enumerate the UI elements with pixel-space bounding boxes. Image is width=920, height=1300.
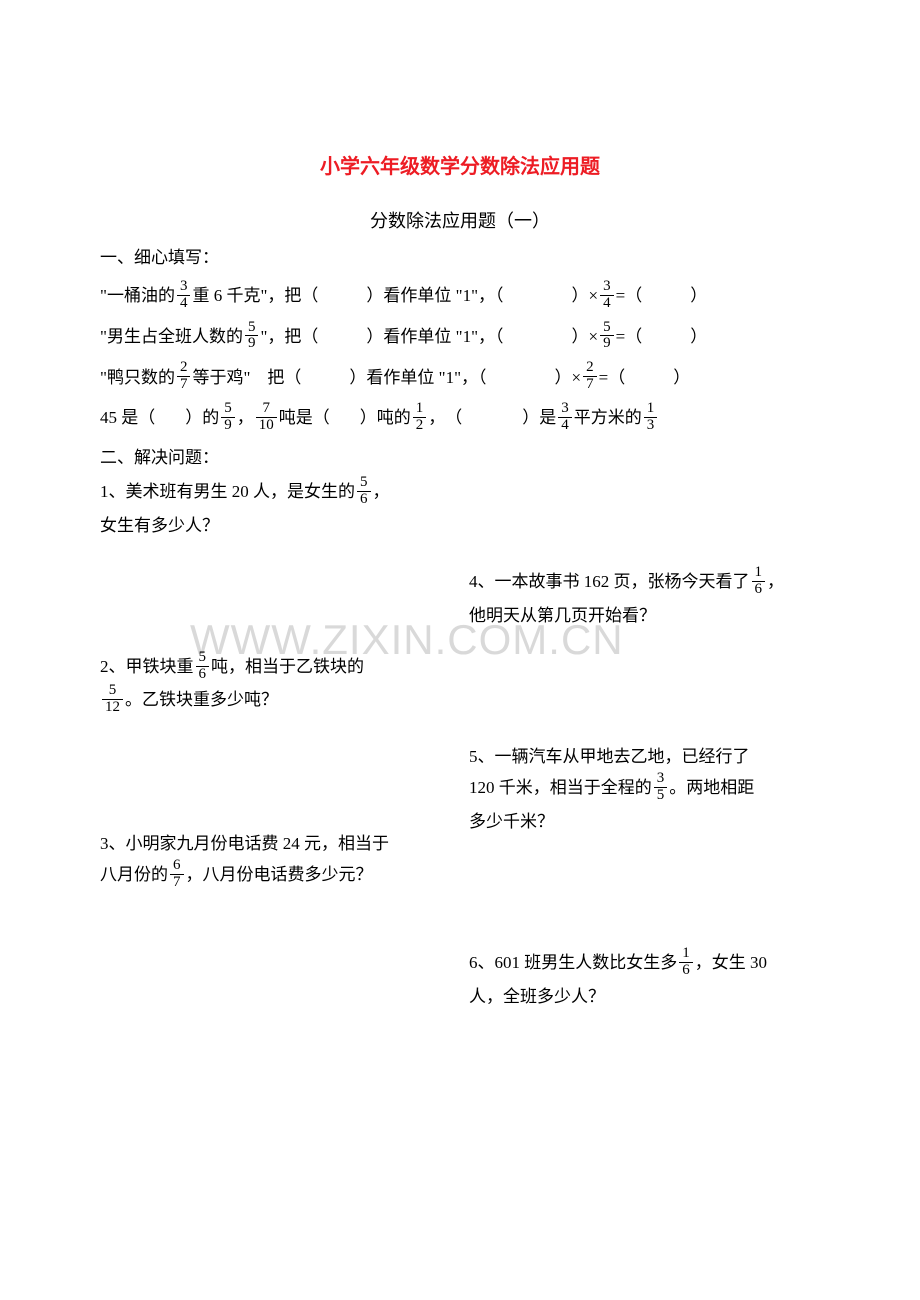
- text: =（: [616, 327, 643, 346]
- text: ）看作单位 "1"，（: [366, 286, 503, 305]
- text: 吨，相当于乙铁块的: [211, 657, 364, 676]
- fraction: 27: [583, 360, 597, 393]
- section1-heading: 一、细心填写：: [100, 243, 820, 268]
- problem: 4、一本故事书 162 页，张杨今天看了16， 他明天从第几页开始看？: [469, 566, 820, 631]
- text: 多少千米？: [469, 806, 820, 837]
- fill-line-3: "鸭只数的27等于鸡" 把（）看作单位 "1"，（）×27=（）: [100, 358, 820, 399]
- text: ）: [690, 327, 707, 346]
- problems-container: 1、美术班有男生 20 人，是女生的56，女生有多少人？2、甲铁块重56吨，相当…: [100, 476, 820, 1012]
- problem: 2、甲铁块重56吨，相当于乙铁块的 512。乙铁块重多少吨？: [100, 651, 451, 718]
- text: 。乙铁块重多少吨？: [125, 690, 278, 709]
- text: ）看作单位 "1"，（: [366, 327, 503, 346]
- text: ）: [690, 286, 707, 305]
- fraction: 59: [600, 320, 614, 353]
- text: =（: [599, 368, 626, 387]
- fraction: 27: [177, 360, 191, 393]
- fill-line-4: 45 是（ ）的59，710吨是（ ）吨的12， （ ）是34平方米的13: [100, 398, 820, 439]
- fraction: 59: [245, 320, 259, 353]
- text: 5、一辆汽车从甲地去乙地，已经行了: [469, 747, 750, 766]
- fraction: 34: [600, 279, 614, 312]
- fraction: 12: [413, 401, 427, 434]
- text: ， （: [428, 408, 462, 427]
- text: 等于鸡" 把（: [192, 368, 301, 387]
- fraction: 56: [357, 475, 371, 508]
- document-title: 小学六年级数学分数除法应用题: [100, 150, 820, 179]
- fraction: 34: [558, 401, 572, 434]
- text: 120 千米，相当于全程的: [469, 778, 652, 797]
- problem: 5、一辆汽车从甲地去乙地，已经行了 120 千米，相当于全程的35。两地相距多少千…: [469, 741, 820, 837]
- text: 人，全班多少人？: [469, 981, 820, 1012]
- fraction: 13: [644, 401, 658, 434]
- problem: 6、601 班男生人数比女生多16，女生 30 人，全班多少人？: [469, 947, 820, 1012]
- text: 他明天从第几页开始看？: [469, 600, 820, 631]
- problem: 1、美术班有男生 20 人，是女生的56， 女生有多少人？: [100, 476, 451, 541]
- text: ，: [373, 482, 390, 501]
- fraction: 67: [170, 858, 184, 891]
- text: 吨是（: [279, 408, 330, 427]
- text: "男生占全班人数的: [100, 327, 243, 346]
- text: 。两地相距: [669, 778, 754, 797]
- text: 重 6 千克"，把（: [192, 286, 318, 305]
- text: 女生有多少人？: [100, 510, 451, 541]
- text: ，八月份电话费多少元？: [186, 865, 373, 884]
- text: 八月份的: [100, 865, 168, 884]
- text: =（: [616, 286, 643, 305]
- fraction: 710: [256, 401, 277, 434]
- text: 45 是（: [100, 408, 155, 427]
- text: 1、美术班有男生 20 人，是女生的: [100, 482, 355, 501]
- section2-heading: 二、解决问题：: [100, 443, 820, 468]
- fraction: 512: [102, 683, 123, 716]
- text: ）吨的: [360, 408, 411, 427]
- fraction: 34: [177, 279, 191, 312]
- text: ，: [237, 408, 254, 427]
- fraction: 16: [679, 946, 693, 979]
- text: ）的: [185, 408, 219, 427]
- fraction: 16: [752, 565, 766, 598]
- fill-line-1: "一桶油的34重 6 千克"，把（）看作单位 "1"，（）×34=（）: [100, 276, 820, 317]
- text: ）×: [572, 286, 599, 305]
- text: ）: [673, 368, 690, 387]
- text: ）看作单位 "1"，（: [349, 368, 486, 387]
- text: ）×: [555, 368, 582, 387]
- fraction: 35: [654, 771, 668, 804]
- text: "一桶油的: [100, 286, 175, 305]
- text: ）×: [572, 327, 599, 346]
- document-content: 小学六年级数学分数除法应用题 分数除法应用题（一） 一、细心填写： "一桶油的3…: [100, 150, 820, 1012]
- left-column: 1、美术班有男生 20 人，是女生的56，女生有多少人？2、甲铁块重56吨，相当…: [100, 476, 451, 1012]
- text: "鸭只数的: [100, 368, 175, 387]
- text: ）是: [522, 408, 556, 427]
- problem: 3、小明家九月份电话费 24 元，相当于八月份的67，八月份电话费多少元？: [100, 828, 451, 893]
- text: "，把（: [260, 327, 318, 346]
- text: 2、甲铁块重: [100, 657, 194, 676]
- text: ，: [767, 572, 784, 591]
- fill-line-2: "男生占全班人数的59"，把（）看作单位 "1"，（）×59=（）: [100, 317, 820, 358]
- document-subtitle: 分数除法应用题（一）: [100, 207, 820, 233]
- fraction: 56: [196, 650, 210, 683]
- text: 4、一本故事书 162 页，张杨今天看了: [469, 572, 750, 591]
- text: 平方米的: [574, 408, 642, 427]
- fraction: 59: [221, 401, 235, 434]
- right-column: 4、一本故事书 162 页，张杨今天看了16，他明天从第几页开始看？5、一辆汽车…: [469, 476, 820, 1012]
- text: 3、小明家九月份电话费 24 元，相当于: [100, 834, 389, 853]
- text: ，女生 30: [695, 953, 767, 972]
- text: 6、601 班男生人数比女生多: [469, 953, 677, 972]
